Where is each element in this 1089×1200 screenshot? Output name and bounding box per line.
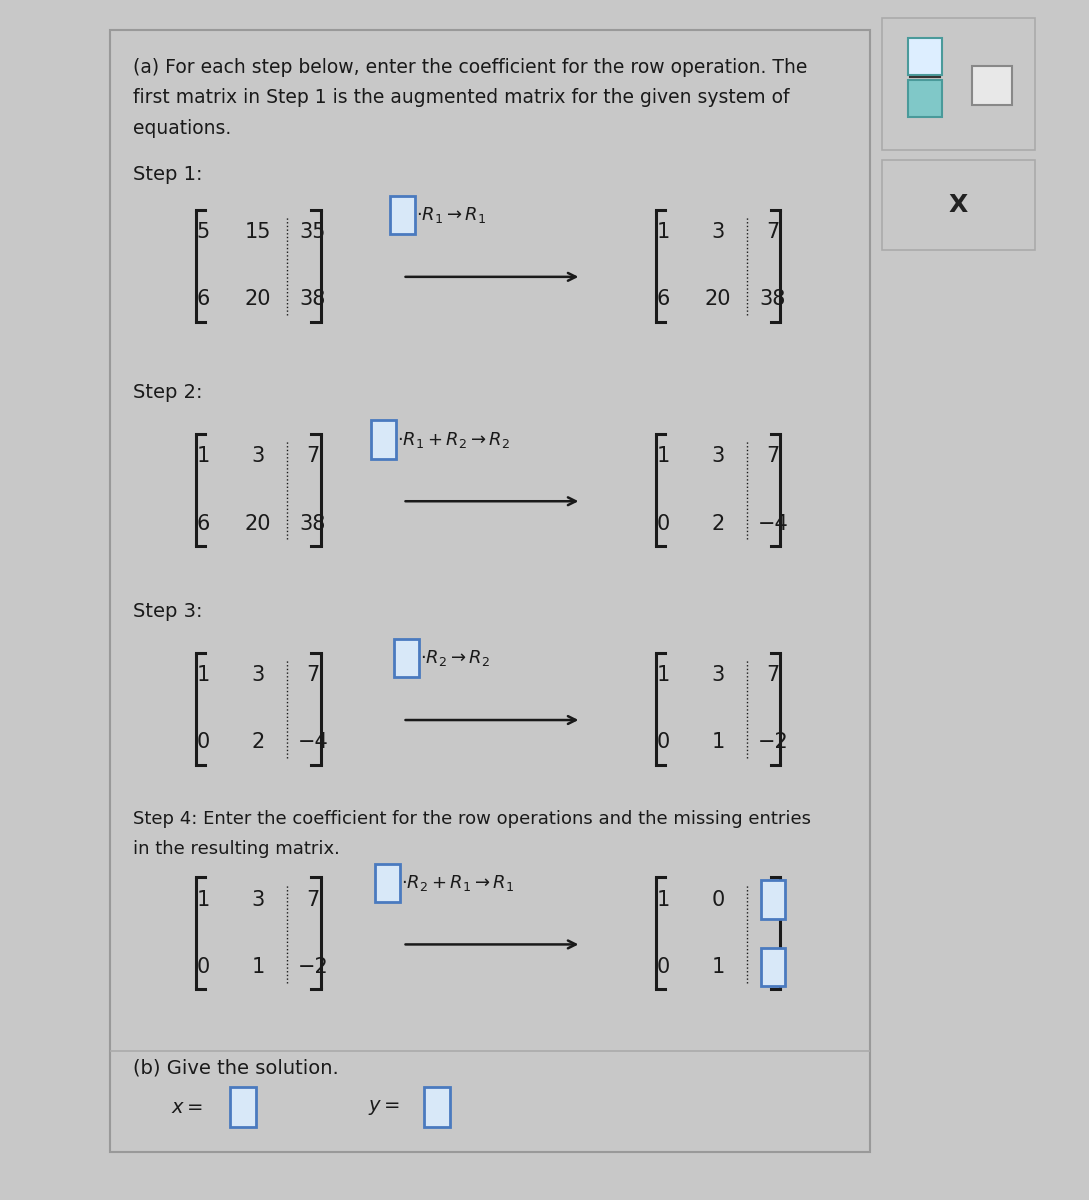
Text: $\cdot R_1 \rightarrow R_1$: $\cdot R_1 \rightarrow R_1$	[416, 205, 486, 226]
Text: Step 2:: Step 2:	[133, 384, 203, 402]
Text: 3: 3	[252, 446, 265, 467]
Text: 0: 0	[657, 514, 670, 534]
Text: 20: 20	[705, 289, 732, 310]
Text: $\cdot R_2 + R_1 \rightarrow R_1$: $\cdot R_2 + R_1 \rightarrow R_1$	[401, 872, 514, 893]
Text: −4: −4	[297, 732, 328, 752]
Text: (a) For each step below, enter the coefficient for the row operation. The: (a) For each step below, enter the coeff…	[133, 58, 807, 77]
Text: 3: 3	[711, 665, 724, 685]
Text: 0: 0	[197, 732, 210, 752]
Text: 7: 7	[306, 446, 319, 467]
FancyBboxPatch shape	[371, 420, 395, 458]
Text: in the resulting matrix.: in the resulting matrix.	[133, 840, 340, 858]
Text: 7: 7	[306, 665, 319, 685]
FancyBboxPatch shape	[394, 640, 418, 677]
Text: 38: 38	[299, 514, 326, 534]
Text: 1: 1	[711, 956, 724, 977]
Text: 1: 1	[657, 446, 670, 467]
Text: 5: 5	[197, 222, 210, 242]
Text: 20: 20	[245, 289, 271, 310]
Text: 1: 1	[657, 665, 670, 685]
Text: 0: 0	[657, 732, 670, 752]
Text: 38: 38	[299, 289, 326, 310]
Text: Step 1:: Step 1:	[133, 164, 203, 184]
Text: X: X	[949, 192, 968, 216]
FancyBboxPatch shape	[908, 80, 942, 116]
Text: 35: 35	[299, 222, 327, 242]
Text: −4: −4	[758, 514, 788, 534]
Text: 7: 7	[306, 889, 319, 910]
FancyBboxPatch shape	[972, 66, 1012, 106]
Text: 1: 1	[197, 889, 210, 910]
Text: 0: 0	[711, 889, 724, 910]
FancyBboxPatch shape	[760, 881, 785, 919]
Text: 6: 6	[197, 289, 210, 310]
Text: 7: 7	[767, 665, 780, 685]
Text: 0: 0	[657, 956, 670, 977]
Text: $\cdot R_2 \rightarrow R_2$: $\cdot R_2 \rightarrow R_2$	[420, 648, 490, 668]
Text: 2: 2	[711, 514, 724, 534]
Text: 20: 20	[245, 514, 271, 534]
FancyBboxPatch shape	[908, 37, 942, 74]
FancyBboxPatch shape	[376, 864, 400, 901]
Text: 1: 1	[711, 732, 724, 752]
Text: Step 4: Enter the coefficient for the row operations and the missing entries: Step 4: Enter the coefficient for the ro…	[133, 810, 811, 828]
Text: 3: 3	[252, 665, 265, 685]
Text: 1: 1	[657, 889, 670, 910]
FancyBboxPatch shape	[424, 1087, 450, 1127]
Text: 1: 1	[197, 665, 210, 685]
Text: 7: 7	[767, 446, 780, 467]
Text: 7: 7	[767, 222, 780, 242]
FancyBboxPatch shape	[760, 948, 785, 986]
Text: 2: 2	[252, 732, 265, 752]
Text: 15: 15	[245, 222, 271, 242]
Text: 0: 0	[197, 956, 210, 977]
Text: −2: −2	[297, 956, 328, 977]
Text: 3: 3	[711, 222, 724, 242]
FancyBboxPatch shape	[230, 1087, 256, 1127]
Text: 1: 1	[252, 956, 265, 977]
Text: equations.: equations.	[133, 119, 231, 138]
Text: $y =$: $y =$	[368, 1098, 401, 1117]
Text: 6: 6	[657, 289, 670, 310]
Text: 1: 1	[197, 446, 210, 467]
Text: Step 3:: Step 3:	[133, 602, 203, 622]
Text: $x =$: $x =$	[171, 1098, 203, 1117]
Text: 38: 38	[760, 289, 786, 310]
Text: (b) Give the solution.: (b) Give the solution.	[133, 1058, 339, 1078]
Text: 1: 1	[657, 222, 670, 242]
Text: 3: 3	[711, 446, 724, 467]
Text: 6: 6	[197, 514, 210, 534]
Text: $\cdot R_1 + R_2 \rightarrow R_2$: $\cdot R_1 + R_2 \rightarrow R_2$	[397, 430, 511, 450]
FancyBboxPatch shape	[391, 196, 415, 234]
Text: −2: −2	[758, 732, 788, 752]
Text: first matrix in Step 1 is the augmented matrix for the given system of: first matrix in Step 1 is the augmented …	[133, 89, 790, 107]
Text: 3: 3	[252, 889, 265, 910]
